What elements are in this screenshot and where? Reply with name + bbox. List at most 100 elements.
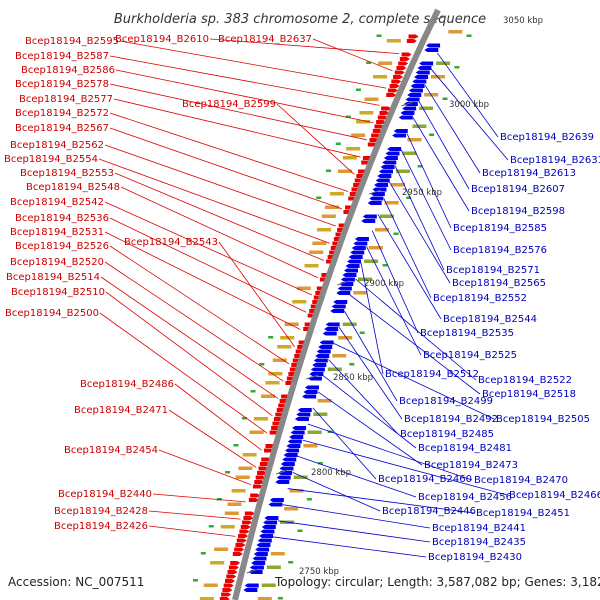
kbp-tick [275, 469, 289, 475]
gene-label[interactable]: Bcep18194_B2428 [54, 506, 148, 517]
gene-label[interactable]: Bcep18194_B2505 [496, 414, 590, 425]
gene-label[interactable]: Bcep18194_B2451 [476, 508, 570, 519]
gene-label[interactable]: Bcep18194_B2598 [471, 206, 565, 217]
gene-label[interactable]: Bcep18194_B2518 [482, 389, 576, 400]
gene-label[interactable]: Bcep18194_B2512 [385, 369, 479, 380]
gene-label[interactable]: Bcep18194_B2531 [10, 227, 104, 238]
gene-label[interactable]: Bcep18194_B2514 [6, 272, 100, 283]
gene-label[interactable]: Bcep18194_B2486 [80, 379, 174, 390]
reverse-gene-arrow [362, 214, 377, 219]
gene-label[interactable]: Bcep18194_B2578 [15, 79, 109, 90]
gene-label[interactable]: Bcep18194_B2553 [20, 168, 114, 179]
feature-tick [442, 97, 448, 100]
feature-tick [200, 552, 206, 555]
gene-label[interactable]: Bcep18194_B2522 [478, 375, 572, 386]
gene-label[interactable]: Bcep18194_B2586 [21, 65, 115, 76]
gene-label[interactable]: Bcep18194_B2595 [25, 36, 119, 47]
gene-label[interactable]: Bcep18194_B2548 [26, 182, 120, 193]
forward-label-leader [148, 525, 236, 537]
gene-label[interactable]: Bcep18194_B2441 [432, 523, 526, 534]
map-title: Burkholderia sp. 383 chromosome 2, compl… [114, 12, 486, 27]
forward-label-leader [209, 38, 400, 55]
gene-label[interactable]: Bcep18194_B2639 [500, 132, 594, 143]
gene-label[interactable]: Bcep18194_B2471 [74, 405, 168, 416]
gene-label[interactable]: Bcep18194_B2499 [399, 396, 493, 407]
gene-label[interactable]: Bcep18194_B2456 [418, 492, 512, 503]
reverse-gene-arrow [289, 435, 304, 439]
forward-gene-arrow [222, 588, 233, 592]
forward-gene-arrow [240, 525, 251, 529]
gene-label[interactable]: Bcep18194_B2454 [64, 445, 158, 456]
reverse-gene-arrow [419, 61, 434, 66]
gene-label[interactable]: Bcep18194_B2543 [124, 237, 218, 248]
gene-label[interactable]: Bcep18194_B2470 [474, 475, 568, 486]
kbp-marker-2800: 2800 kbp [311, 468, 351, 478]
forward-gene-arrow [224, 579, 235, 583]
gene-label[interactable]: Bcep18194_B2500 [5, 308, 99, 319]
gene-label[interactable]: Bcep18194_B2440 [58, 489, 152, 500]
feature-tick [359, 331, 365, 334]
gene-label[interactable]: Bcep18194_B2587 [15, 51, 109, 62]
reverse-gene-arrow [315, 354, 330, 358]
gene-label[interactable]: Bcep18194_B2562 [10, 140, 104, 151]
gene-label[interactable]: Bcep18194_B2552 [433, 293, 527, 304]
feature-tick [325, 169, 331, 172]
gene-label[interactable]: Bcep18194_B2567 [15, 123, 109, 134]
gene-label[interactable]: Bcep18194_B2554 [4, 154, 98, 165]
feature-block [224, 511, 239, 515]
gene-label[interactable]: Bcep18194_B2430 [428, 552, 522, 563]
gene-label[interactable]: Bcep18194_B2481 [418, 443, 512, 454]
feature-block [379, 214, 394, 218]
forward-label-leader [109, 55, 380, 106]
gene-label[interactable]: Bcep18194_B2426 [54, 521, 148, 532]
kbp-tick [305, 374, 319, 380]
gene-label[interactable]: Bcep18194_B2572 [15, 108, 109, 119]
gene-label[interactable]: Bcep18194_B2435 [432, 537, 526, 548]
reverse-gene-arrow [417, 66, 432, 70]
gene-label[interactable]: Bcep18194_B2565 [452, 278, 546, 289]
reverse-label-leader [377, 214, 442, 320]
gene-label[interactable]: Bcep18194_B2613 [482, 168, 576, 179]
reverse-gene-arrow [275, 480, 290, 484]
gene-label[interactable]: Bcep18194_B2526 [15, 241, 109, 252]
gene-label[interactable]: Bcep18194_B2510 [11, 287, 105, 298]
feature-block [342, 322, 357, 326]
gene-label[interactable]: Bcep18194_B2520 [10, 257, 104, 268]
gene-label[interactable]: Bcep18194_B2535 [420, 328, 514, 339]
feature-block [293, 475, 308, 479]
gene-label[interactable]: Bcep18194_B2610 [115, 34, 209, 45]
reverse-label-leader [322, 375, 417, 449]
gene-label[interactable]: Bcep18194_B2585 [453, 223, 547, 234]
gene-label[interactable]: Bcep18194_B2466 [509, 490, 600, 501]
feature-tick [233, 444, 239, 447]
gene-label[interactable]: Bcep18194_B2473 [424, 460, 518, 471]
feature-block [338, 336, 353, 340]
reverse-gene-arrow [259, 534, 274, 538]
feature-block [342, 156, 357, 160]
gene-label[interactable]: Bcep18194_B2536 [15, 213, 109, 224]
forward-label-leader [120, 186, 318, 279]
gene-label[interactable]: Bcep18194_B2631 [510, 155, 600, 166]
gene-label[interactable]: Bcep18194_B2571 [446, 265, 540, 276]
gene-label[interactable]: Bcep18194_B2637 [218, 34, 312, 45]
gene-label[interactable]: Bcep18194_B2525 [423, 350, 517, 361]
feature-block [386, 39, 401, 43]
gene-label[interactable]: Bcep18194_B2576 [453, 245, 547, 256]
feature-block [419, 106, 434, 110]
gene-label[interactable]: Bcep18194_B2599 [182, 99, 276, 110]
gene-label[interactable]: Bcep18194_B2577 [19, 94, 113, 105]
reverse-gene-arrow [252, 556, 267, 561]
gene-label[interactable]: Bcep18194_B2446 [382, 506, 476, 517]
gene-label[interactable]: Bcep18194_B2542 [10, 197, 104, 208]
feature-block [280, 336, 295, 340]
gene-label[interactable]: Bcep18194_B2485 [400, 429, 494, 440]
reverse-gene-arrow [290, 430, 305, 435]
gene-label[interactable]: Bcep18194_B2460 [378, 474, 472, 485]
gene-label[interactable]: Bcep18194_B2607 [471, 184, 565, 195]
forward-label-leader [168, 409, 257, 468]
gene-label[interactable]: Bcep18194_B2544 [443, 314, 537, 325]
reverse-gene-arrow [261, 525, 276, 529]
gene-label[interactable]: Bcep18194_B2492 [404, 414, 498, 425]
feature-tick [454, 66, 460, 69]
feature-tick [241, 417, 247, 420]
